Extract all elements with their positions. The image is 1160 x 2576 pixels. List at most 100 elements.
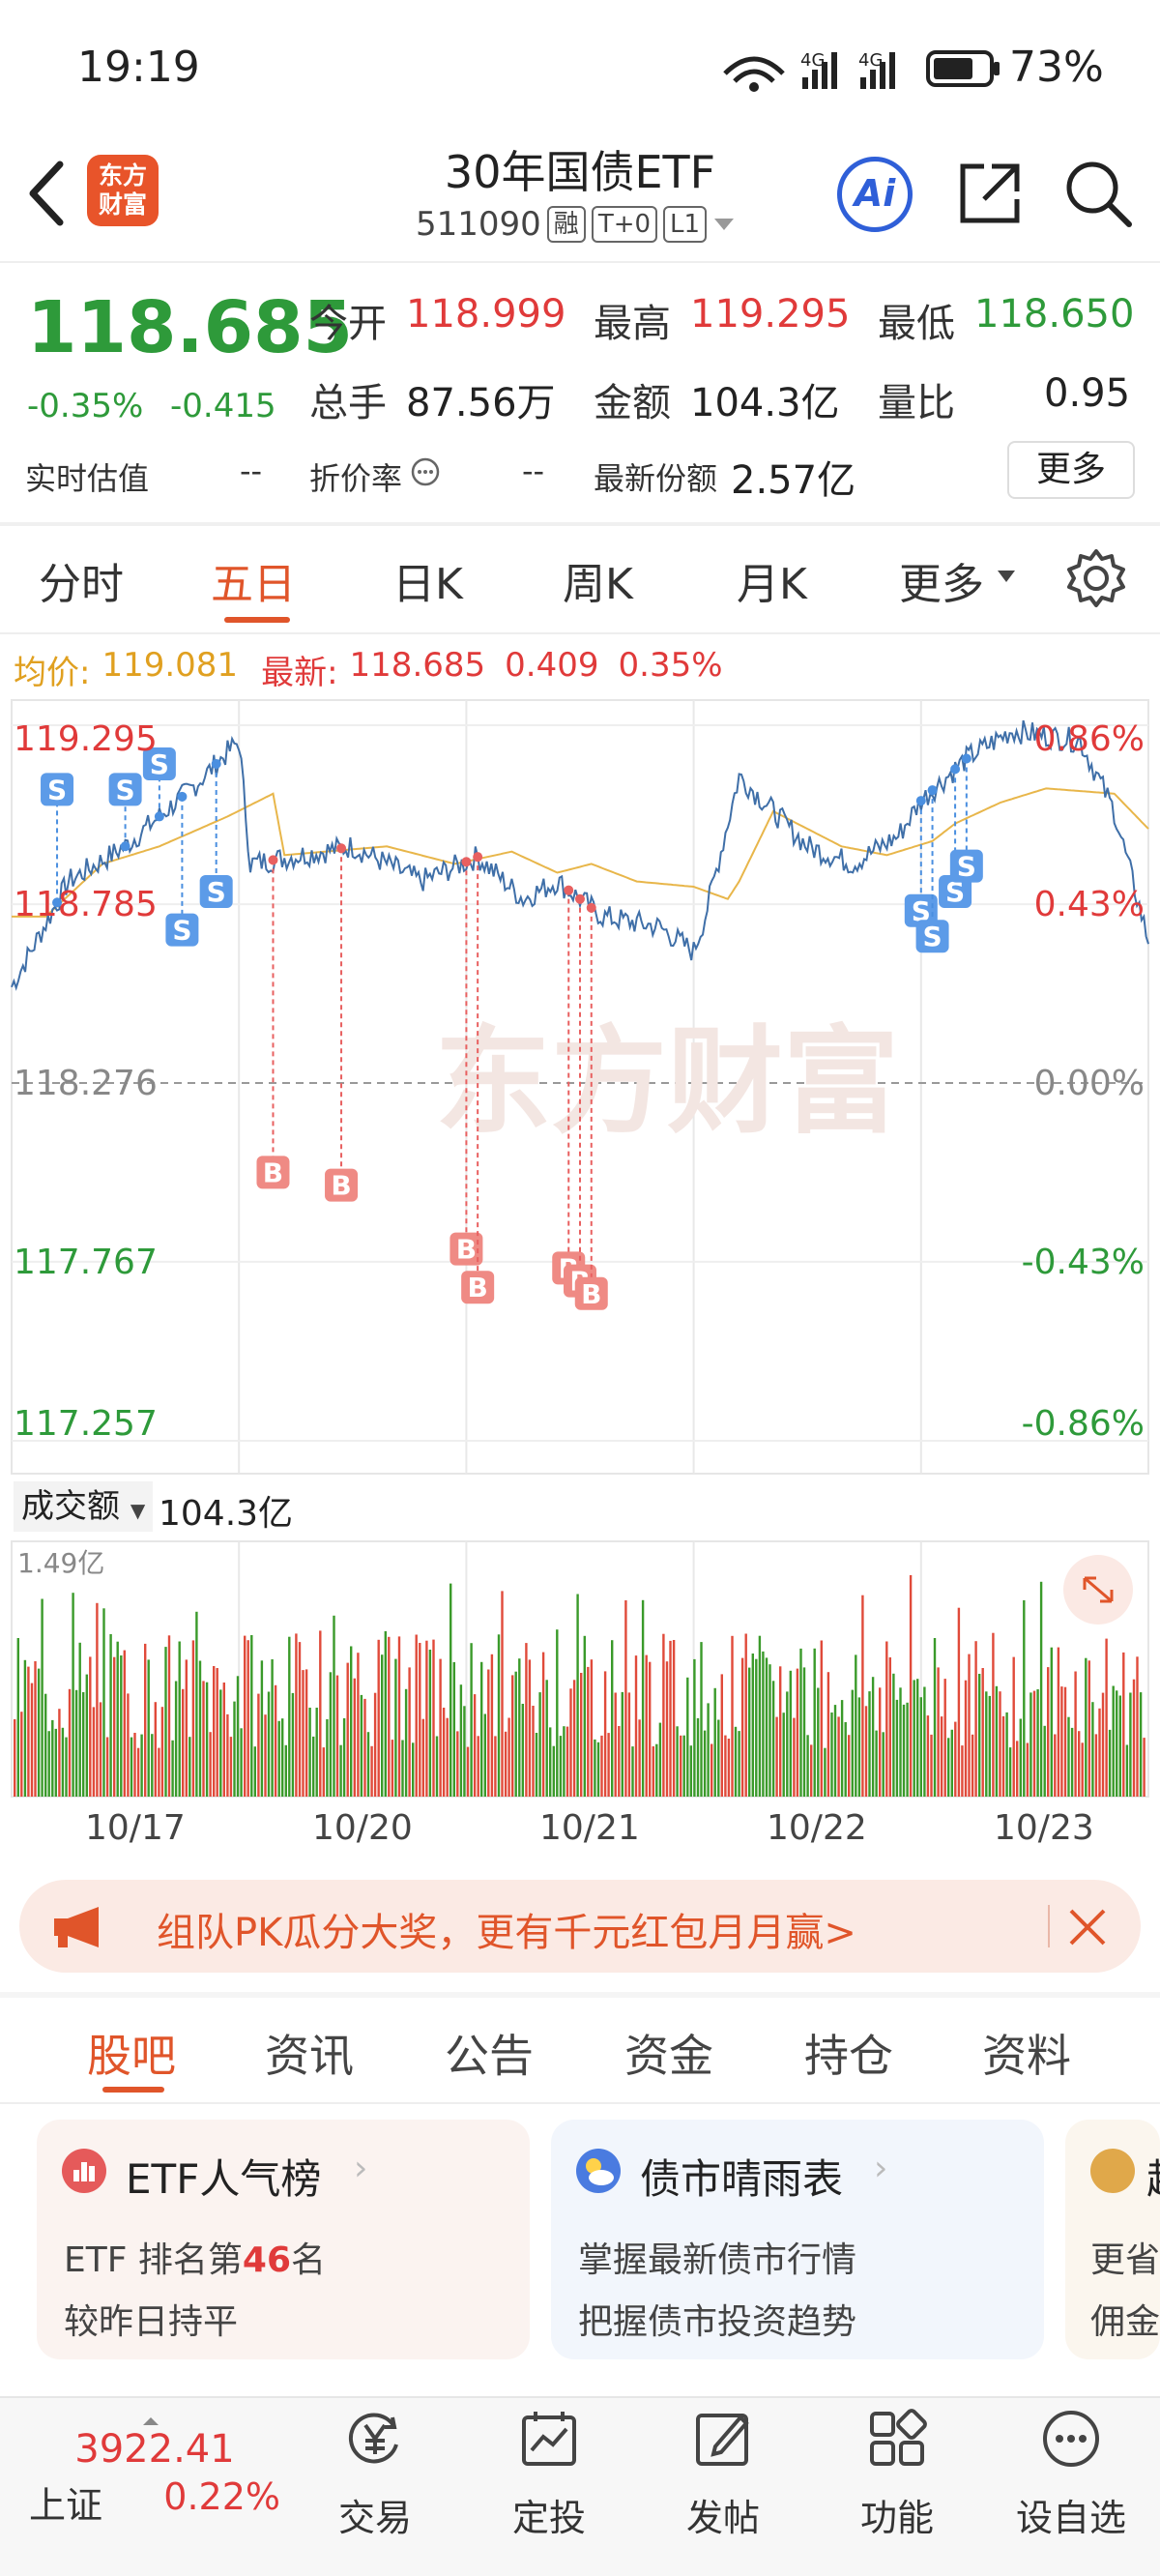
share-icon[interactable] [955,159,1025,228]
volume-bar [271,1659,274,1797]
settings-gear-icon[interactable] [1065,547,1127,609]
trade-marker-dot [177,791,188,802]
volume-bar [315,1708,318,1797]
volume-bar [851,1689,854,1797]
tab-more[interactable]: 更多 [899,560,984,609]
volume-bar [652,1746,654,1797]
bond-barometer-card[interactable]: 债市晴雨表 › 掌握最新债市行情 把握债市投资趋势 [551,2120,1044,2359]
nav-functions[interactable]: 功能 [810,2408,984,2541]
logo-text-1: 东方 [98,161,147,190]
more-quote-button[interactable]: 更多 [1007,441,1135,499]
card-title: 超 [1146,2147,1160,2206]
signal-icons: 4G 4G [723,50,895,92]
trade-marker-label: S [912,895,931,927]
y-right-tick: 0.43% [1034,885,1145,924]
nav-auto-invest[interactable]: 定投 [462,2408,636,2541]
nav-post[interactable]: 发帖 [636,2408,810,2541]
tab-announcements[interactable]: 公告 [445,2030,534,2082]
sell-marker[interactable] [939,875,972,908]
up-caret-icon [143,2417,159,2425]
volume-bar [219,1689,222,1797]
nav-set-watchlist[interactable]: 设自选 [984,2408,1158,2541]
y-left-tick: 119.295 [14,719,158,759]
tab-news[interactable]: 资讯 [265,2030,354,2082]
volume-bar [27,1666,30,1797]
tab-five-day[interactable]: 五日 [211,560,296,609]
index-widget[interactable]: 3922.41 上证 0.22% [29,2417,280,2529]
buy-marker[interactable] [325,1168,359,1202]
volume-bar [649,1661,652,1797]
sell-marker[interactable] [915,920,949,953]
tab-profile[interactable]: 资料 [982,2030,1071,2082]
volume-bar [487,1669,490,1797]
amount-label: 金额 [594,381,671,425]
sell-marker[interactable] [108,773,142,806]
sell-marker[interactable] [142,747,176,780]
tab-intraday[interactable]: 分时 [39,560,124,609]
app-logo[interactable]: 东方 财富 [87,155,159,226]
trade-marker-label: S [922,921,942,952]
sell-marker[interactable] [199,875,233,908]
sell-marker[interactable] [949,849,983,883]
promo-banner[interactable]: 组队PK瓜分大奖，更有千元红包月月赢> [19,1880,1141,1973]
volume-bar [755,1658,758,1797]
buy-marker[interactable] [256,1156,290,1189]
volume-bar [1063,1686,1067,1797]
volume-bar [740,1657,744,1797]
y-right-tick: -0.43% [1022,1243,1145,1282]
tab-funds[interactable]: 资金 [624,2030,713,2082]
calendar-chart-icon [522,2412,576,2466]
volume-bar [549,1727,552,1797]
volume-bar [514,1671,517,1797]
volume-bar [768,1664,771,1797]
etf-popularity-card[interactable]: ETF人气榜 › ETF 排名第46名 较昨日持平 [37,2120,530,2359]
search-icon[interactable] [1063,159,1133,228]
volume-bar [638,1719,641,1797]
info-icon[interactable] [410,456,441,487]
volume-bar [563,1726,566,1797]
amount-value: 104.3亿 [690,381,840,425]
ratio-value: 0.95 [1044,371,1131,416]
price-chart[interactable]: 东方财富 SSSSSBBBBBBBSSSS 119.2950.86%118.78… [0,696,1160,1479]
tab-monthly-k[interactable]: 月K [737,560,807,609]
tab-holdings[interactable]: 持仓 [804,2030,893,2082]
buy-marker[interactable] [450,1232,483,1266]
volume-bar [950,1729,953,1797]
premium-label: 折价率 [309,460,403,497]
buy-marker[interactable] [574,1276,608,1310]
volume-bar [672,1640,676,1797]
avg-label: 均价: [14,654,91,692]
edit-icon [696,2414,749,2466]
volume-bar [611,1640,614,1797]
volume-bar [923,1686,926,1797]
volume-bar [1085,1657,1088,1797]
close-icon[interactable] [1065,1905,1110,1949]
trade-marker-label: S [150,748,169,780]
bottom-tab-indicator [102,2087,164,2093]
volume-bar [751,1654,754,1797]
latest-change-pct: 0.35% [618,646,723,685]
volume-bar [322,1747,325,1797]
index-change: 0.22% [163,2475,280,2518]
nav-trade[interactable]: 交易 [288,2408,462,2541]
weather-icon [576,2149,621,2193]
volume-bar [552,1745,555,1797]
volume-chart[interactable]: 1.49亿 [0,1539,1160,1800]
ai-button[interactable]: Ai [837,157,913,232]
buy-marker[interactable] [461,1271,495,1304]
caret-down-icon[interactable] [712,217,736,232]
volume-bar [518,1658,521,1797]
sell-marker[interactable] [41,773,74,806]
yen-icon [348,2413,398,2464]
volume-selector[interactable]: 成交额 ▼ [14,1481,154,1532]
volume-bar [1108,1729,1112,1797]
tab-forum[interactable]: 股吧 [87,2030,176,2082]
tab-daily-k[interactable]: 日K [392,560,463,609]
sell-marker[interactable] [165,913,199,947]
back-icon[interactable] [21,155,70,232]
volume-bar [113,1656,116,1797]
volume-bar [771,1681,775,1797]
third-card[interactable]: 超 更省 佣金 [1065,2120,1160,2359]
sell-marker[interactable] [904,893,938,927]
tab-weekly-k[interactable]: 周K [563,560,633,609]
